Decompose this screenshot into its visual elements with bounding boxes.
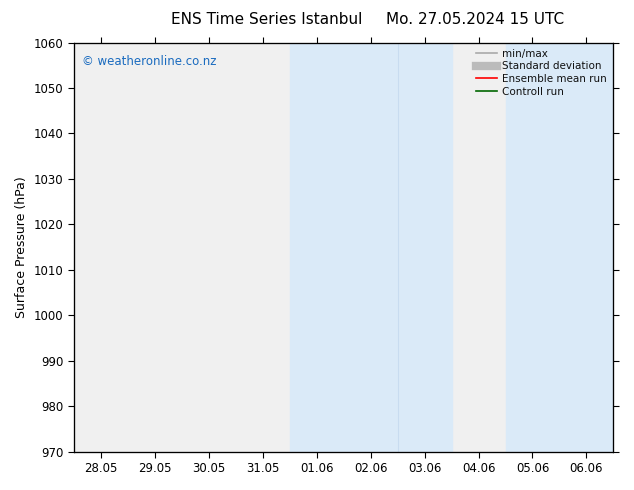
Text: ENS Time Series Istanbul: ENS Time Series Istanbul [171, 12, 362, 27]
Legend: min/max, Standard deviation, Ensemble mean run, Controll run: min/max, Standard deviation, Ensemble me… [472, 45, 611, 101]
Text: Mo. 27.05.2024 15 UTC: Mo. 27.05.2024 15 UTC [387, 12, 564, 27]
Text: © weatheronline.co.nz: © weatheronline.co.nz [82, 55, 216, 68]
Bar [290, 43, 451, 452]
Y-axis label: Surface Pressure (hPa): Surface Pressure (hPa) [15, 176, 28, 318]
Bar [505, 43, 614, 452]
